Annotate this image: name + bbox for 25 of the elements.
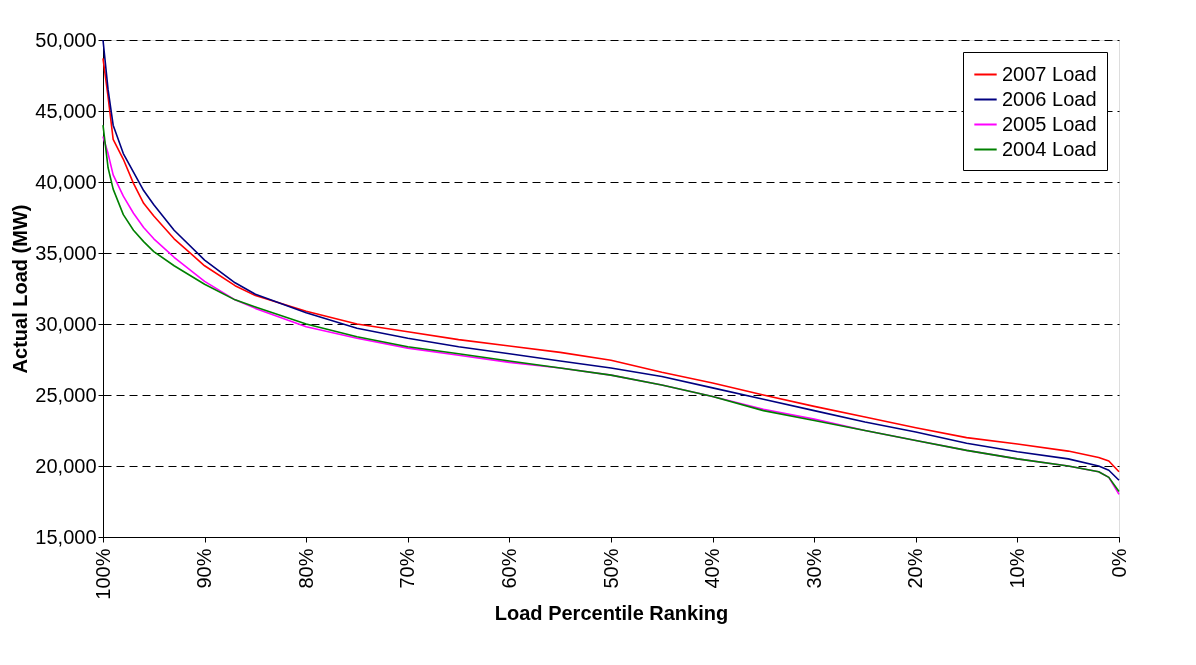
x-tick-label: 20% bbox=[904, 548, 927, 589]
x-tick-label: 40% bbox=[701, 548, 724, 589]
y-tick-label: 50,000 bbox=[35, 28, 97, 51]
legend-label: 2007 Load bbox=[1002, 62, 1097, 85]
x-tick-label: 50% bbox=[599, 548, 622, 589]
x-tick-label: 0% bbox=[1107, 548, 1130, 578]
y-tick-label: 15,000 bbox=[35, 525, 97, 548]
x-axis-title: Load Percentile Ranking bbox=[494, 601, 729, 624]
y-axis-title: Actual Load (MW) bbox=[9, 204, 32, 374]
x-tick-label: 80% bbox=[294, 548, 317, 589]
x-tick-label: 90% bbox=[193, 548, 216, 589]
x-tick-label: 30% bbox=[802, 548, 825, 589]
x-tick-label: 60% bbox=[497, 548, 520, 589]
legend-label: 2004 Load bbox=[1002, 137, 1097, 160]
x-tick-label: 10% bbox=[1005, 548, 1028, 589]
y-tick-label: 40,000 bbox=[35, 170, 97, 193]
legend-label: 2006 Load bbox=[1002, 87, 1097, 110]
legend-label: 2005 Load bbox=[1002, 112, 1097, 135]
y-tick-label: 45,000 bbox=[35, 99, 97, 122]
y-tick-label: 20,000 bbox=[35, 454, 97, 477]
y-tick-label: 30,000 bbox=[35, 312, 97, 335]
x-tick-label: 100% bbox=[91, 548, 114, 600]
x-tick-label: 70% bbox=[396, 548, 419, 589]
y-tick-label: 35,000 bbox=[35, 241, 97, 264]
y-tick-label: 25,000 bbox=[35, 383, 97, 406]
